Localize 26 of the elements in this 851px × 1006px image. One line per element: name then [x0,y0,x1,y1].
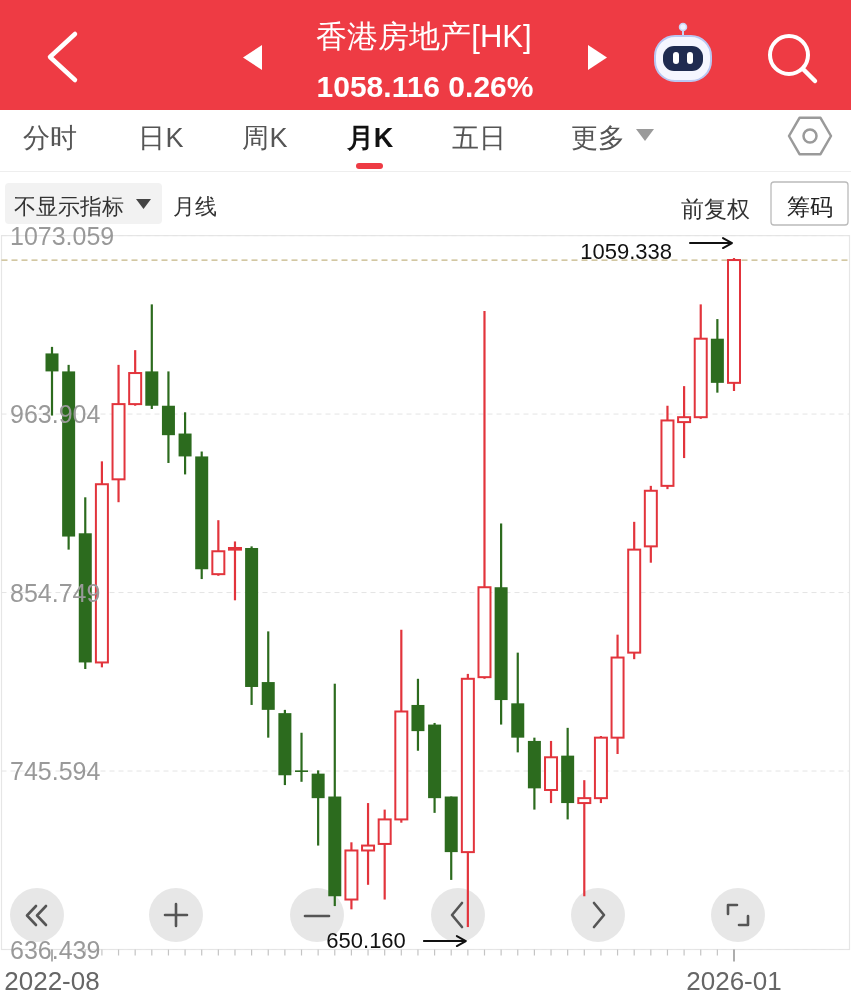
text: 日K [138,123,184,153]
annotation: 650.160 [326,927,406,953]
text: 月线 [173,194,217,219]
text: 分时 [23,123,77,153]
text: 五日 [452,123,506,153]
text: 更多 [571,123,625,153]
candlestick [111,363,126,504]
annotation: 1059.338 [580,238,672,264]
candlestick [610,633,625,756]
text: 筹码 [787,194,833,220]
text: 月K [345,123,394,153]
x-tick-label: 2026-01 [686,966,782,996]
text: 周K [242,123,288,153]
candlestick [295,731,309,783]
candlestick [178,411,192,476]
chart-title: 香港房地产[HK] [316,19,532,54]
y-tick-label: 745.594 [10,757,101,786]
y-tick-label: 636.439 [10,935,101,964]
y-tick-label: 1073.059 [10,221,115,250]
candlestick [361,801,376,886]
chart-subtitle: 1058.116 0.26% [316,70,534,103]
candlestick [344,841,359,911]
text: 前复权 [680,196,750,222]
x-tick-label: 2022-08 [4,966,100,996]
candlestick [677,385,692,460]
text: 不显示指标 [14,194,124,219]
